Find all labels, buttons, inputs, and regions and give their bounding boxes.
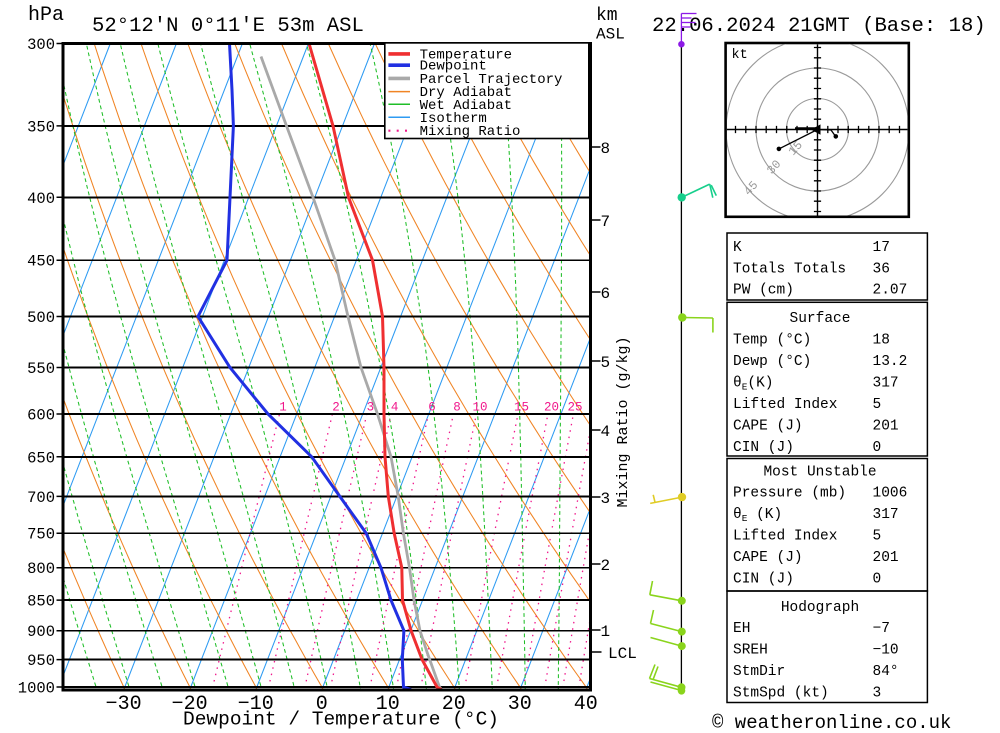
svg-text:1: 1 [601, 623, 611, 641]
svg-text:317: 317 [873, 376, 899, 392]
svg-text:Dry Adiabat: Dry Adiabat [420, 85, 512, 101]
svg-text:−20: −20 [172, 693, 208, 716]
svg-text:8: 8 [453, 401, 461, 415]
svg-text:© weatheronline.co.uk: © weatheronline.co.uk [712, 712, 951, 733]
svg-text:950: 950 [27, 652, 55, 670]
svg-text:40: 40 [574, 693, 598, 716]
svg-text:3: 3 [367, 401, 375, 415]
svg-text:0: 0 [873, 572, 882, 588]
svg-text:5: 5 [601, 354, 611, 372]
svg-text:StmDir: StmDir [733, 664, 785, 680]
svg-text:LCL: LCL [608, 645, 637, 663]
svg-text:2: 2 [332, 401, 340, 415]
svg-text:Parcel Trajectory: Parcel Trajectory [420, 72, 563, 88]
svg-text:EH: EH [733, 621, 750, 637]
svg-text:SREH: SREH [733, 643, 768, 659]
svg-text:4: 4 [601, 423, 611, 441]
svg-text:Dewpoint / Temperature (°C): Dewpoint / Temperature (°C) [183, 709, 499, 731]
svg-text:84°: 84° [873, 664, 899, 680]
svg-text:2: 2 [601, 557, 611, 575]
svg-text:8: 8 [601, 140, 611, 158]
svg-text:550: 550 [27, 360, 55, 378]
svg-text:13.2: 13.2 [873, 354, 908, 370]
svg-text:700: 700 [27, 489, 55, 507]
svg-text:θE (K): θE (K) [733, 507, 782, 524]
svg-text:1006: 1006 [873, 486, 908, 502]
svg-text:Lifted Index: Lifted Index [733, 529, 838, 545]
svg-text:25: 25 [567, 401, 582, 415]
svg-text:Hodograph: Hodograph [781, 600, 859, 616]
svg-text:0: 0 [316, 693, 328, 716]
svg-text:hPa: hPa [28, 4, 64, 27]
svg-text:600: 600 [27, 407, 55, 425]
svg-text:4: 4 [391, 401, 399, 415]
svg-text:500: 500 [27, 309, 55, 327]
svg-text:6: 6 [428, 401, 436, 415]
svg-text:36: 36 [873, 261, 890, 277]
svg-text:0: 0 [873, 440, 882, 456]
svg-text:3: 3 [873, 686, 882, 702]
svg-text:10: 10 [472, 401, 487, 415]
svg-text:900: 900 [27, 623, 55, 641]
svg-text:Totals Totals: Totals Totals [733, 261, 846, 277]
svg-text:Pressure (mb): Pressure (mb) [733, 486, 846, 502]
svg-text:1000: 1000 [18, 680, 55, 698]
svg-text:350: 350 [27, 118, 55, 136]
svg-text:θE(K): θE(K) [733, 376, 774, 393]
svg-text:PW (cm): PW (cm) [733, 283, 794, 299]
svg-text:317: 317 [873, 507, 899, 523]
svg-text:Mixing Ratio: Mixing Ratio [420, 124, 521, 140]
svg-text:Temperature: Temperature [420, 47, 512, 63]
svg-text:kt: kt [732, 48, 748, 63]
svg-text:ASL: ASL [596, 26, 625, 44]
svg-text:22.06.2024 21GMT (Base: 18): 22.06.2024 21GMT (Base: 18) [652, 15, 986, 38]
svg-text:3: 3 [601, 490, 611, 508]
svg-text:CAPE (J): CAPE (J) [733, 550, 803, 566]
svg-text:650: 650 [27, 449, 55, 467]
svg-text:Dewp (°C): Dewp (°C) [733, 354, 811, 370]
svg-text:−10: −10 [238, 693, 274, 716]
svg-text:18: 18 [873, 333, 890, 349]
svg-text:30: 30 [508, 693, 532, 716]
svg-text:201: 201 [873, 550, 899, 566]
svg-text:7: 7 [601, 213, 611, 231]
svg-text:Surface: Surface [790, 311, 851, 327]
svg-text:−7: −7 [873, 621, 890, 637]
svg-text:201: 201 [873, 419, 899, 435]
svg-text:StmSpd (kt): StmSpd (kt) [733, 686, 829, 702]
svg-text:CIN (J): CIN (J) [733, 572, 794, 588]
svg-text:2.07: 2.07 [873, 283, 908, 299]
svg-text:CAPE (J): CAPE (J) [733, 419, 803, 435]
svg-text:km: km [596, 6, 618, 26]
svg-text:CIN (J): CIN (J) [733, 440, 794, 456]
svg-text:Isotherm: Isotherm [420, 111, 487, 127]
svg-text:Most Unstable: Most Unstable [763, 465, 876, 481]
svg-text:Mixing Ratio (g/kg): Mixing Ratio (g/kg) [615, 336, 632, 507]
svg-text:10: 10 [376, 693, 400, 716]
svg-text:1: 1 [279, 401, 287, 415]
svg-text:Wet Adiabat: Wet Adiabat [420, 98, 512, 114]
svg-text:−30: −30 [106, 693, 142, 716]
svg-text:Temp (°C): Temp (°C) [733, 333, 811, 349]
svg-text:750: 750 [27, 526, 55, 544]
svg-text:17: 17 [873, 240, 890, 256]
svg-text:400: 400 [27, 190, 55, 208]
svg-text:20: 20 [442, 693, 466, 716]
svg-text:−10: −10 [873, 643, 899, 659]
svg-text:K: K [733, 240, 742, 256]
svg-text:52°12'N 0°11'E 53m ASL: 52°12'N 0°11'E 53m ASL [92, 15, 364, 38]
svg-text:850: 850 [27, 593, 55, 611]
svg-text:15: 15 [514, 401, 529, 415]
svg-text:800: 800 [27, 560, 55, 578]
svg-text:20: 20 [544, 401, 559, 415]
svg-text:5: 5 [873, 397, 882, 413]
svg-text:5: 5 [873, 529, 882, 545]
svg-text:450: 450 [27, 253, 55, 271]
svg-text:6: 6 [601, 285, 611, 303]
svg-text:300: 300 [27, 36, 55, 54]
svg-text:Lifted Index: Lifted Index [733, 397, 838, 413]
svg-text:Dewpoint: Dewpoint [420, 59, 487, 75]
